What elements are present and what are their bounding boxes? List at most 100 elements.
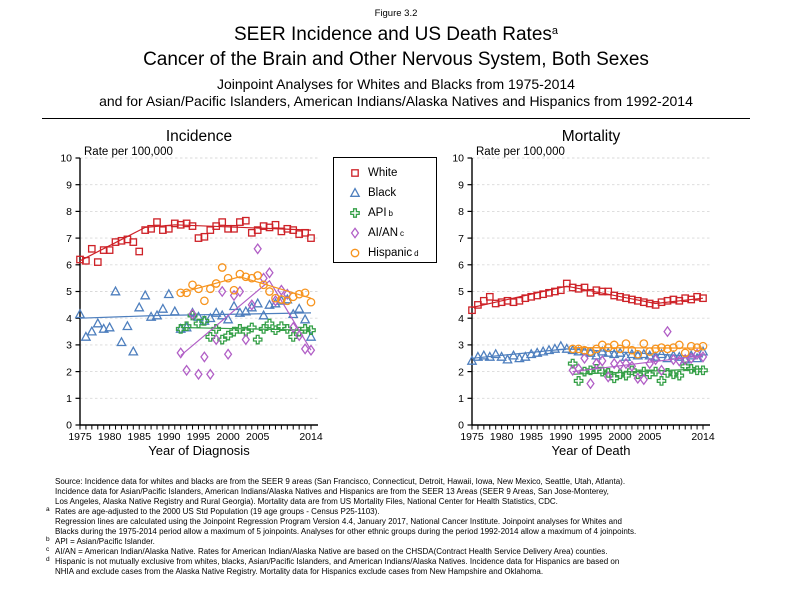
- api-point: [288, 332, 299, 342]
- mortality-xtick-label: 1990: [549, 431, 573, 443]
- footnote-superscript: c: [46, 546, 50, 553]
- api-point: [211, 324, 222, 334]
- aian-point: [182, 364, 191, 377]
- footnote-line: Incidence data for Asian/Pacific Islande…: [55, 487, 767, 497]
- footnote-line: Blacks during the 1975-2014 period allow…: [55, 527, 767, 537]
- black-point: [608, 348, 620, 359]
- chart-legend: White Black API b AI/AN c Hispanic d: [333, 157, 437, 263]
- mortality-series-aian: [568, 325, 708, 390]
- black-point: [145, 311, 157, 321]
- api-point: [621, 370, 631, 381]
- white-point: [153, 218, 161, 226]
- footnote-text: Incidence data for Asian/Pacific Islande…: [55, 487, 609, 496]
- hispanic-point: [294, 289, 304, 299]
- incidence-ytick-label: 1: [66, 393, 72, 405]
- hispanic-point: [663, 344, 672, 354]
- footnote-superscript: a: [46, 506, 50, 513]
- aian-point: [188, 308, 197, 321]
- aian-point: [598, 355, 607, 367]
- incidence-ytick-label: 0: [66, 420, 72, 432]
- legend-item-api: API b: [348, 203, 436, 223]
- footnote-superscript: d: [46, 556, 50, 563]
- black-point: [86, 325, 98, 336]
- api-point: [686, 364, 697, 374]
- black-point: [585, 347, 596, 357]
- footnote-line: c AI/AN = American Indian/Alaska Native. …: [46, 546, 767, 557]
- white-point: [230, 224, 238, 233]
- black-point: [632, 349, 644, 360]
- black-point: [478, 349, 490, 360]
- footnote-superscript: b: [46, 536, 50, 543]
- hispanic-point: [574, 344, 583, 354]
- white-point: [212, 222, 221, 230]
- mortality-ytick-label: 1: [458, 393, 464, 405]
- black-point: [234, 307, 246, 317]
- aian-point: [211, 333, 221, 346]
- white-point: [93, 258, 102, 266]
- mortality-series-white: [468, 279, 707, 315]
- hispanic-point: [271, 293, 280, 303]
- black-point: [169, 305, 181, 316]
- footnote-line: b API = Asian/Pacific Islander.: [46, 536, 767, 547]
- black-point: [110, 285, 121, 296]
- black-point: [264, 299, 275, 309]
- white-point: [604, 287, 613, 296]
- circle-marker-icon: [350, 248, 360, 258]
- legend-item-black: Black: [348, 183, 436, 203]
- aian-point: [586, 377, 595, 390]
- legend-label: API: [368, 207, 387, 219]
- hispanic-point: [200, 296, 209, 306]
- aian-point: [200, 351, 209, 363]
- footnote-text: Los Angeles, Alaska Native Registry and …: [55, 497, 558, 506]
- white-point: [129, 238, 138, 246]
- incidence-xtick-label: 1985: [128, 431, 152, 443]
- title-divider: [42, 118, 750, 119]
- black-point: [602, 347, 614, 357]
- black-point: [98, 323, 109, 333]
- api-point: [270, 325, 281, 336]
- black-point: [525, 348, 537, 359]
- white-point: [301, 228, 309, 237]
- api-point: [264, 318, 275, 329]
- legend-item-white: White: [348, 163, 436, 183]
- black-point: [496, 351, 507, 361]
- square-marker-icon: [351, 169, 359, 177]
- hispanic-point: [651, 344, 660, 354]
- triangle-marker: [349, 187, 361, 197]
- mortality-xtick-label: 2005: [638, 431, 662, 443]
- mortality-series-black: [466, 340, 709, 365]
- figure-title: SEER Incidence and US Death Ratesa: [0, 24, 792, 46]
- black-point: [299, 313, 311, 324]
- incidence-ytick-label: 5: [66, 286, 72, 298]
- footnote-text: Regression lines are calculated using th…: [55, 517, 622, 526]
- incidence-xtick-label: 2000: [216, 431, 240, 443]
- mortality-ytick-label: 3: [458, 340, 464, 352]
- legend-label: White: [368, 167, 398, 179]
- white-point: [474, 301, 482, 309]
- white-point: [479, 296, 488, 305]
- aian-point: [229, 289, 239, 302]
- black-point: [74, 308, 86, 319]
- hispanic-point: [176, 288, 186, 298]
- black-point: [597, 345, 608, 356]
- hispanic-point: [229, 285, 239, 295]
- black-point: [222, 313, 234, 324]
- mortality-ytick-label: 9: [458, 179, 464, 191]
- white-point: [218, 218, 227, 226]
- white-point: [556, 286, 565, 295]
- incidence-xaxis-label: Year of Diagnosis: [148, 443, 250, 458]
- aian-point: [627, 360, 637, 373]
- black-point: [151, 309, 163, 320]
- triangle-marker-icon: [349, 187, 361, 197]
- black-point: [287, 308, 299, 319]
- footnote-line: Los Angeles, Alaska Native Registry and …: [55, 497, 767, 507]
- api-point: [300, 324, 310, 334]
- black-point: [139, 289, 151, 300]
- black-point: [531, 347, 543, 357]
- mortality-ytick-label: 10: [452, 153, 464, 165]
- white-point: [147, 224, 155, 233]
- black-point: [508, 349, 519, 360]
- footnote-text: Source: Incidence data for whites and bl…: [55, 477, 626, 486]
- aian-point: [288, 321, 298, 334]
- incidence-chart: 0 1 2 3 4 5 6 7 8 9 10 1975 1980 1985 1990 1995 2000 2005…: [60, 128, 323, 458]
